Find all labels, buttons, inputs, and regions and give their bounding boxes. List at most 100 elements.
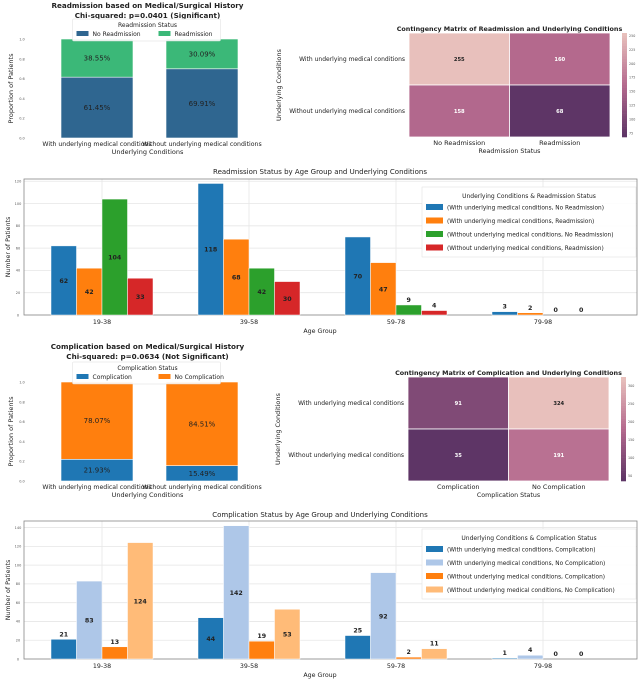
- x-tick-label: 79-98: [534, 663, 552, 670]
- colorbar-segment: [621, 418, 626, 422]
- colorbar-tick-label: 100: [629, 117, 635, 121]
- colorbar-segment: [621, 416, 626, 419]
- grouped-bar-chart-2: Readmission Status by Age Group and Unde…: [5, 168, 638, 335]
- y-tick-label: 0: [17, 313, 19, 317]
- bar: [127, 542, 154, 660]
- legend: Readmission Status No Readmission Readmiss…: [72, 18, 221, 42]
- y-tick-label: With underlying medical conditions: [298, 400, 404, 407]
- chart-title: Complication Status by Age Group and Und…: [212, 511, 428, 519]
- colorbar-segment: [622, 48, 627, 52]
- colorbar-segment: [622, 113, 627, 117]
- colorbar-segment: [621, 426, 626, 430]
- grouped-bar-chart-5: Complication Status by Age Group and Und…: [5, 511, 638, 679]
- bar-value-label: 19: [257, 633, 266, 640]
- chart-title: Contingency Matrix of Readmission and Un…: [397, 25, 623, 33]
- colorbar-segment: [621, 449, 626, 453]
- colorbar-segment: [622, 103, 627, 107]
- colorbar-segment: [621, 470, 626, 474]
- x-tick-label: 39-58: [240, 663, 258, 670]
- colorbar-segment: [621, 444, 626, 448]
- colorbar-segment: [621, 408, 626, 412]
- y-tick-label: 100: [15, 563, 22, 567]
- legend-title: Underlying Conditions & Complication Sta…: [461, 535, 596, 542]
- bar: [370, 262, 397, 316]
- bar-value-label: 47: [379, 286, 388, 293]
- colorbar-segment: [622, 33, 627, 36]
- bar-value-label: 13: [110, 639, 119, 646]
- legend-swatch: [426, 546, 443, 552]
- legend: Underlying Conditions & Readmission Stat…: [421, 186, 637, 258]
- x-tick-label: With underlying medical conditions: [42, 141, 151, 148]
- colorbar-segment: [622, 66, 627, 70]
- y-tick-label: 80: [16, 224, 20, 228]
- legend-label: (Without underlying medical conditions, …: [447, 246, 604, 252]
- y-tick-label: 40: [16, 620, 20, 624]
- x-tick-label: Without underlying medical conditions: [142, 141, 261, 148]
- chart-title: Complication based on Medical/Surgical H…: [51, 342, 245, 351]
- bar-value-label: 9: [407, 297, 411, 304]
- x-axis-label: Underlying Conditions: [112, 148, 184, 156]
- bar: [491, 311, 518, 316]
- bar: [370, 572, 397, 660]
- legend-label: (With underlying medical conditions, Rea…: [447, 219, 594, 225]
- colorbar-segment: [622, 131, 627, 135]
- legend-label: (With underlying medical conditions, No …: [447, 561, 605, 567]
- y-tick-label: 100: [15, 202, 22, 206]
- y-axis-label: Proportion of Patients: [7, 53, 15, 124]
- bar-value-label: 84.51%: [189, 420, 216, 428]
- bar: [248, 640, 275, 660]
- colorbar-segment: [621, 455, 626, 458]
- colorbar-segment: [621, 395, 626, 399]
- bar-value-label: 0: [554, 651, 559, 658]
- bar-value-label: 11: [430, 641, 439, 648]
- x-tick-label: Readmission: [539, 139, 580, 147]
- colorbar-segment: [622, 116, 627, 120]
- colorbar-segment: [621, 436, 626, 440]
- colorbar-segment: [621, 423, 626, 427]
- x-tick-label: 19-38: [93, 663, 111, 670]
- colorbar-segment: [621, 410, 626, 414]
- y-tick-label: 0.8: [19, 400, 25, 404]
- chart-subtitle: Chi-squared: p=0.0401 (Significant): [75, 11, 221, 20]
- x-tick-label: 59-78: [387, 663, 405, 670]
- colorbar-segment: [621, 382, 626, 386]
- stacked-bar-chart-0: Readmission based on Medical/Surgical Hi…: [7, 1, 262, 156]
- plot-frame: [23, 178, 638, 316]
- bar-value-label: 124: [134, 598, 148, 605]
- bar: [517, 654, 544, 660]
- colorbar-segment: [622, 126, 627, 130]
- bar-value-label: 21.93%: [84, 467, 111, 475]
- colorbar-tick-label: 100: [628, 456, 634, 460]
- legend-swatch: [426, 573, 443, 579]
- x-tick-label: 19-38: [93, 319, 111, 326]
- legend-box: [72, 18, 221, 42]
- colorbar-segment: [622, 35, 627, 39]
- y-tick-label: 0: [17, 657, 19, 661]
- colorbar-segment: [622, 100, 627, 104]
- colorbar-segment: [622, 77, 627, 81]
- y-tick-label: 0.0: [19, 480, 25, 484]
- heatmap-chart-1: Contingency Matrix of Readmission and Un…: [275, 25, 635, 155]
- colorbar-segment: [621, 387, 626, 391]
- bar: [101, 198, 128, 316]
- y-tick-label: 20: [16, 291, 20, 295]
- bar: [197, 183, 224, 316]
- colorbar-segment: [621, 429, 626, 432]
- colorbar-segment: [622, 74, 627, 78]
- y-tick-label: 120: [15, 180, 22, 184]
- colorbar-segment: [621, 434, 626, 438]
- colorbar-segment: [621, 460, 626, 464]
- legend-swatch: [426, 231, 443, 237]
- legend-label: (Without underlying medical conditions, …: [447, 233, 613, 239]
- colorbar-segment: [622, 40, 627, 44]
- legend-title: Readmission Status: [118, 22, 177, 29]
- colorbar-segment: [622, 111, 627, 114]
- colorbar-segment: [621, 421, 626, 425]
- colorbar-segment: [621, 457, 626, 461]
- cell-value-label: 158: [454, 109, 465, 115]
- legend-swatch: [76, 374, 89, 379]
- bar: [344, 236, 371, 316]
- y-axis-label: Proportion of Patients: [7, 396, 15, 467]
- bar: [274, 608, 301, 660]
- colorbar-segment: [622, 98, 627, 101]
